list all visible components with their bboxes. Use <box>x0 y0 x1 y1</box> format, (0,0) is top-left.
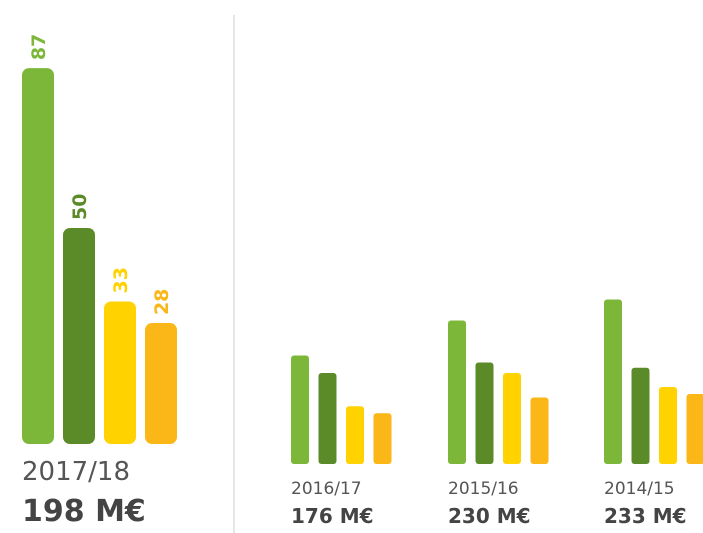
total-label: 176 M€ <box>291 504 374 528</box>
bar <box>686 394 703 464</box>
category-label: 2016/17 <box>291 479 362 499</box>
bar <box>530 397 549 464</box>
bar <box>318 373 337 464</box>
category-label: 2014/15 <box>604 479 675 499</box>
bar <box>63 228 95 444</box>
bar <box>475 362 494 464</box>
value-label: 33 <box>110 267 132 293</box>
bar <box>604 299 622 464</box>
bar <box>22 68 54 444</box>
bar <box>659 387 677 464</box>
bar <box>346 406 364 464</box>
value-label: 87 <box>28 34 50 60</box>
bar <box>503 373 521 464</box>
value-label: 50 <box>69 194 91 220</box>
bar <box>373 413 392 464</box>
category-label: 2015/16 <box>448 479 519 499</box>
bar <box>448 320 466 464</box>
bar <box>104 301 136 444</box>
total-label: 233 M€ <box>604 504 687 528</box>
bar <box>145 323 177 444</box>
category-label: 2017/18 <box>22 457 130 487</box>
value-label: 28 <box>151 289 173 315</box>
total-label: 230 M€ <box>448 504 531 528</box>
bar <box>291 355 309 464</box>
bar <box>631 367 650 464</box>
total-label: 198 M€ <box>22 494 146 529</box>
